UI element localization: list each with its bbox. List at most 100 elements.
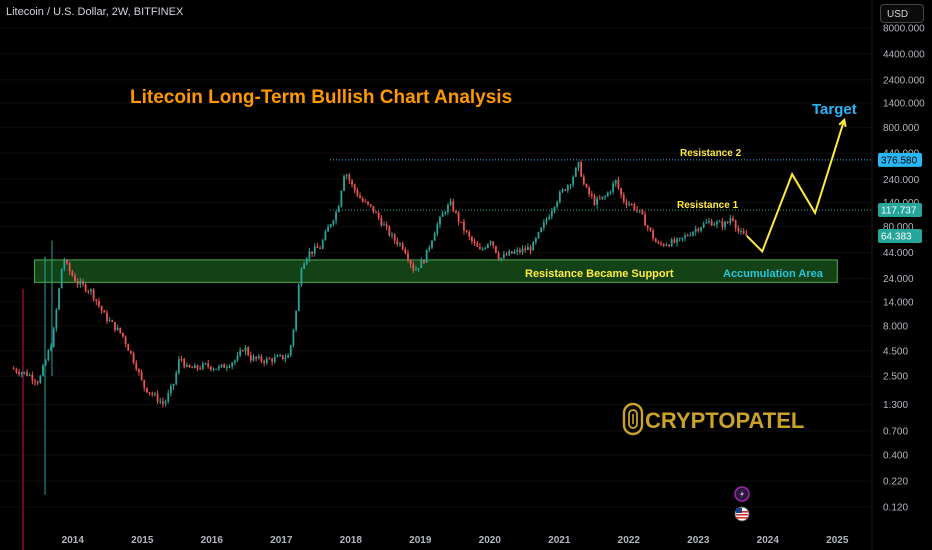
price-axis[interactable]: 8000.000 4400.000 2400.000 1400.000 800.000 4… (871, 0, 925, 550)
candle-body (449, 201, 452, 206)
candle-body (609, 191, 612, 193)
candle-body (130, 350, 132, 354)
resistance-level-lines (22, 159, 872, 550)
candle-body (401, 243, 404, 250)
candle-body (617, 179, 620, 189)
candle-body (154, 393, 156, 395)
candle-body (447, 205, 449, 213)
candle-body (628, 204, 630, 206)
candle-body (138, 369, 140, 372)
time-tick-label: 2014 (62, 535, 85, 546)
candle-body (223, 364, 226, 368)
price-badge (878, 229, 922, 244)
time-tick-label: 2024 (757, 535, 780, 546)
candle-body (74, 275, 76, 282)
candle-body (441, 213, 444, 217)
candle-body (670, 239, 673, 247)
candle-body (694, 228, 697, 232)
candle-body (345, 174, 348, 176)
candle-body (44, 360, 47, 366)
candle-body (47, 350, 50, 361)
time-axis[interactable]: 2014 2015 2016 2017 2018 2019 2020 2021 2022 2023… (62, 535, 849, 546)
candle-body (654, 238, 657, 243)
candle-body (407, 253, 409, 261)
candle-body (652, 230, 654, 239)
candle-body (340, 190, 343, 207)
candle-body (199, 368, 202, 370)
candle-body (726, 221, 729, 223)
candle-body (465, 230, 468, 232)
candle-body (319, 247, 321, 249)
candle-body (500, 257, 503, 260)
candle-body (305, 258, 308, 264)
candle-body (167, 393, 170, 402)
candle-body (737, 228, 740, 232)
candle-body (215, 368, 218, 370)
candle-body (268, 358, 271, 360)
candle-body (292, 329, 295, 346)
candle-body (55, 309, 58, 329)
candle-body (273, 357, 276, 362)
candle-body (494, 245, 497, 253)
candle-body (108, 320, 111, 322)
candle-body (457, 212, 460, 222)
price-tick-label: 44.000 (883, 248, 914, 259)
candle-body (732, 218, 734, 221)
candle-body (532, 241, 535, 251)
price-tick-label: 2.500 (883, 372, 908, 383)
candle-body (545, 219, 548, 223)
target-arrowhead (838, 117, 847, 127)
price-tick-label: 240.000 (883, 175, 920, 186)
candle-body (433, 233, 436, 241)
candle-body (316, 246, 319, 248)
candle-body (425, 249, 428, 263)
candle-body (196, 365, 199, 369)
candle-body (702, 223, 705, 228)
candle-body (31, 374, 34, 381)
candle-body (380, 218, 383, 226)
candle-body (590, 193, 593, 197)
candle-body (542, 222, 545, 228)
candle-body (564, 189, 567, 191)
candle-body (481, 248, 484, 250)
candle-body (217, 366, 220, 369)
candle-body (228, 366, 231, 368)
lightning-icon[interactable] (734, 486, 750, 502)
candle-body (484, 247, 487, 249)
candle-body (516, 249, 519, 252)
candle-body (577, 161, 580, 168)
resistance-1-label: Resistance 1 (677, 200, 739, 211)
candle-body (678, 238, 681, 240)
candle-body (356, 190, 359, 196)
candle-body (606, 192, 609, 197)
price-badge-label: 376.580 (881, 155, 918, 166)
support-zone (34, 259, 838, 283)
candle-body (641, 209, 644, 215)
candle-body (201, 363, 204, 369)
candle-body (231, 362, 234, 367)
us-flag-icon[interactable] (734, 506, 750, 522)
candle-body (636, 209, 638, 211)
candle-body (351, 180, 353, 185)
price-tick-label: 80.000 (883, 222, 914, 233)
candle-body (558, 191, 561, 202)
candle-body (348, 174, 351, 181)
candle-body (638, 209, 641, 211)
time-tick-label: 2018 (340, 535, 363, 546)
candle-body (718, 221, 721, 223)
candle-body (233, 360, 236, 363)
cryptopatel-watermark: CRYPTOPATEL (645, 408, 804, 433)
candle-body (164, 401, 167, 404)
candle-body (399, 243, 401, 245)
price-badge-label: 117.737 (881, 205, 917, 216)
candle-body (42, 365, 44, 376)
price-badge-label: 64.383 (881, 232, 912, 243)
candle-body (119, 327, 122, 333)
currency-selector[interactable]: USD (880, 4, 924, 23)
candle-body (649, 227, 652, 231)
candle-body (431, 240, 433, 248)
candle-body (127, 344, 130, 351)
candle-body (620, 188, 623, 195)
candle-body (92, 289, 95, 300)
